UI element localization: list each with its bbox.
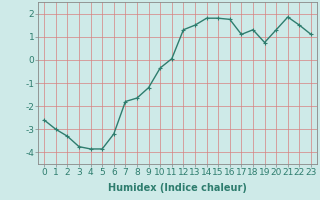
X-axis label: Humidex (Indice chaleur): Humidex (Indice chaleur) bbox=[108, 183, 247, 193]
